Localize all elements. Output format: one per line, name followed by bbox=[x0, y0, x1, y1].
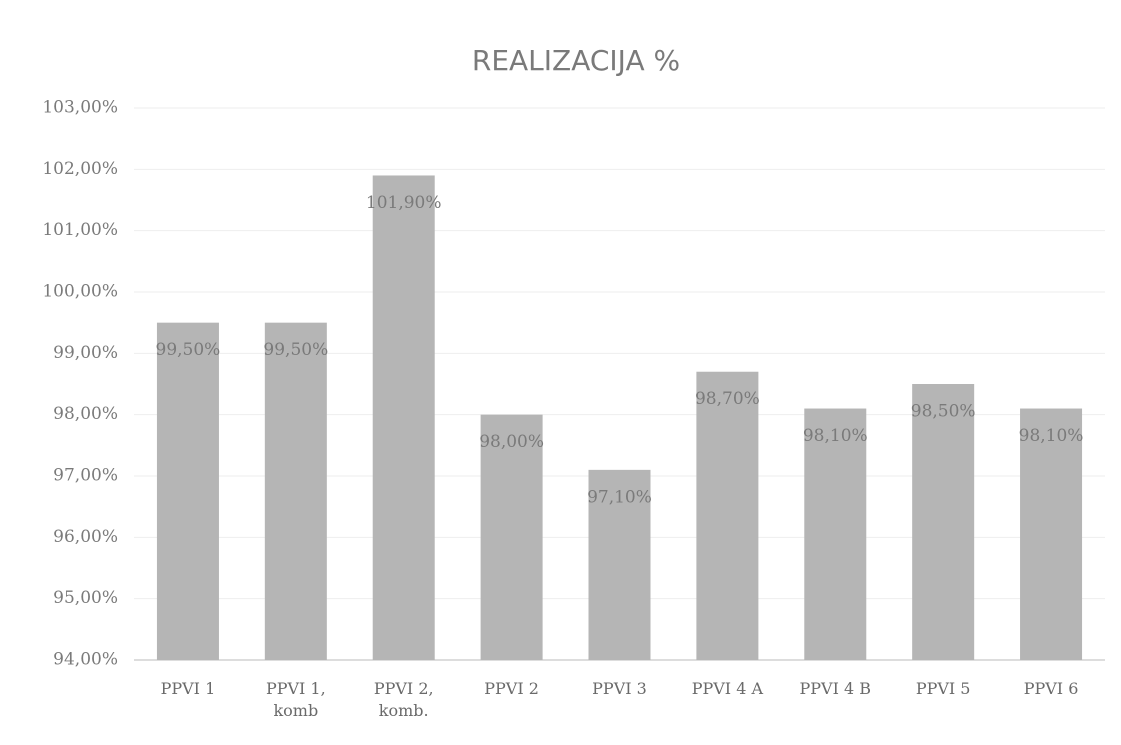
data-label: 98,10% bbox=[803, 426, 868, 446]
data-label: 98,00% bbox=[479, 432, 544, 452]
data-label: 101,90% bbox=[366, 193, 442, 213]
chart-title: REALIZACIJA % bbox=[472, 44, 680, 77]
y-tick-label: 102,00% bbox=[42, 159, 118, 179]
bar bbox=[912, 384, 975, 660]
y-tick-label: 100,00% bbox=[42, 282, 118, 302]
y-tick-label: 97,00% bbox=[53, 466, 118, 486]
data-label: 98,70% bbox=[695, 389, 760, 409]
y-tick-label: 95,00% bbox=[53, 588, 118, 608]
x-tick-label: PPVI 5 bbox=[915, 679, 971, 698]
y-tick-label: 94,00% bbox=[53, 650, 118, 670]
x-tick-label: PPVI 2 bbox=[484, 679, 539, 698]
x-tick-label: PPVI 2, komb. bbox=[373, 679, 434, 720]
y-tick-label: 99,00% bbox=[53, 343, 118, 363]
y-tick-label: 103,00% bbox=[42, 98, 118, 118]
x-tick-label: PPVI 3 bbox=[592, 679, 647, 698]
y-tick-label: 101,00% bbox=[42, 220, 118, 240]
y-tick-label: 98,00% bbox=[53, 404, 118, 424]
data-label: 99,50% bbox=[156, 340, 221, 360]
x-tick-label: PPVI 4 B bbox=[799, 679, 872, 698]
bar bbox=[804, 408, 867, 660]
data-label: 98,50% bbox=[911, 402, 976, 422]
data-label: 99,50% bbox=[263, 340, 328, 360]
y-tick-label: 96,00% bbox=[53, 527, 118, 547]
bar bbox=[1020, 408, 1083, 660]
data-label: 97,10% bbox=[587, 487, 652, 507]
bar bbox=[372, 175, 435, 660]
x-tick-label: PPVI 6 bbox=[1023, 679, 1079, 698]
x-tick-label: PPVI 4 A bbox=[691, 679, 764, 698]
bar bbox=[696, 371, 759, 660]
x-tick-label: PPVI 1, komb bbox=[265, 679, 326, 720]
x-tick-label: PPVI 1 bbox=[160, 679, 216, 698]
data-label: 98,10% bbox=[1019, 426, 1084, 446]
bar bbox=[264, 322, 327, 660]
bar bbox=[156, 322, 219, 660]
bar bbox=[480, 414, 543, 660]
bar bbox=[588, 469, 651, 660]
